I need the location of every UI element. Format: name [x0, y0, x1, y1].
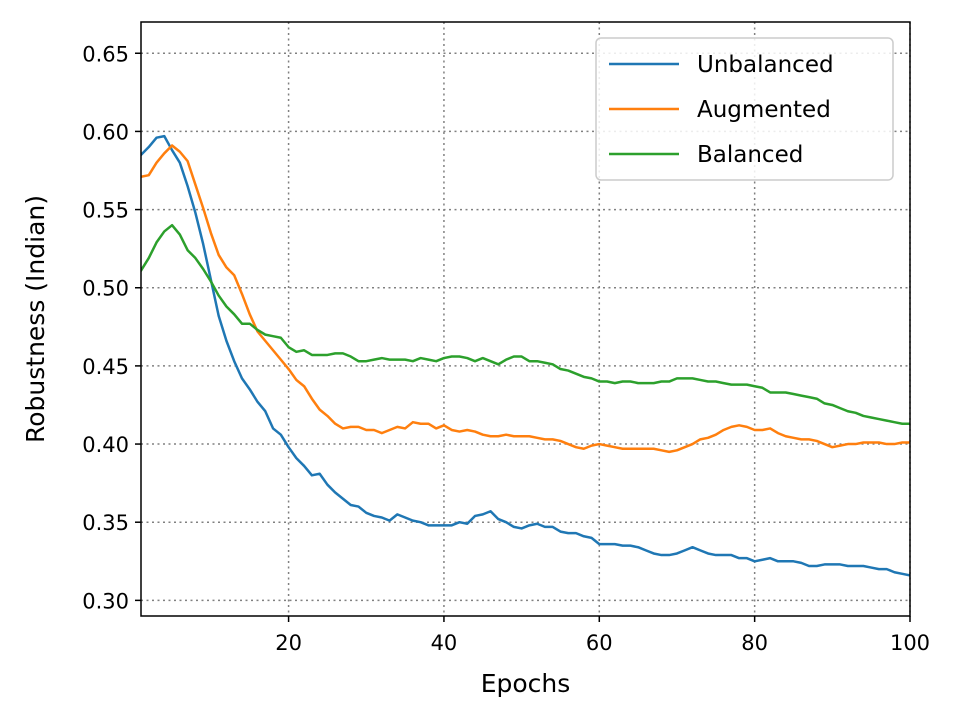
x-ticks: 20 40 60 80 100	[275, 616, 930, 655]
y-tick-label: 0.55	[82, 199, 129, 223]
y-axis-label: Robustness (Indian)	[21, 195, 50, 443]
plot-frame	[140, 21, 911, 617]
x-tick-label: 100	[890, 631, 930, 655]
series-line-augmented	[141, 144, 910, 454]
y-ticks: 0.30 0.35 0.40 0.45 0.50 0.55 0.60 0.65	[82, 42, 141, 613]
x-tick-label: 40	[431, 631, 458, 655]
x-axis-label: Epochs	[481, 669, 571, 698]
x-tick-label: 80	[741, 631, 768, 655]
x-tick-label: 20	[275, 631, 302, 655]
plot-series	[141, 134, 910, 577]
legend-frame	[595, 37, 894, 181]
y-tick-label: 0.45	[82, 355, 129, 379]
legend-label-augmented: Augmented	[697, 97, 831, 123]
y-tick-label: 0.65	[82, 42, 129, 66]
y-tick-label: 0.30	[82, 589, 129, 613]
legend-label-balanced: Balanced	[697, 142, 803, 168]
x-tick-label: 60	[586, 631, 613, 655]
series-line-balanced	[141, 223, 910, 425]
y-tick-label: 0.35	[82, 511, 129, 535]
y-tick-label: 0.40	[82, 433, 129, 457]
series-line-unbalanced	[141, 134, 910, 577]
legend: Unbalanced Augmented Balanced	[595, 37, 894, 181]
legend-label-unbalanced: Unbalanced	[697, 52, 834, 78]
y-tick-label: 0.60	[82, 120, 129, 144]
y-tick-label: 0.50	[82, 277, 129, 301]
